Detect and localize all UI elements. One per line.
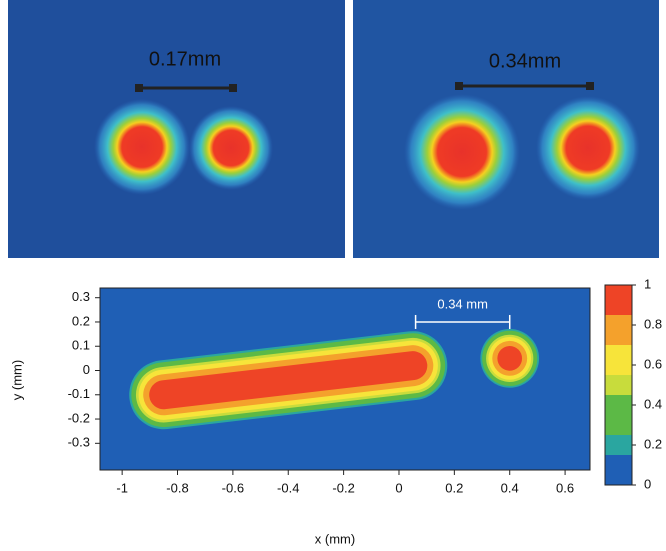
colorbar-band	[605, 455, 632, 485]
y-axis-label: y (mm)	[9, 360, 24, 400]
y-tick-label: 0.1	[72, 338, 90, 353]
y-tick-label: 0.3	[72, 289, 90, 304]
colorbar-tick-label: 0.4	[644, 396, 662, 411]
x-tick-label: -0.2	[332, 480, 354, 495]
photo-panel: 0.34mm	[353, 0, 659, 258]
x-tick-label: 0.2	[445, 480, 463, 495]
annotation-label: 0.34 mm	[437, 296, 488, 311]
colorbar-tick-label: 1	[644, 276, 651, 291]
colorbar-band	[605, 375, 632, 395]
x-tick-label: -0.8	[166, 480, 188, 495]
photo-panel: 0.17mm	[8, 0, 345, 258]
colorbar-tick-label: 0	[644, 476, 651, 491]
colorbar-band	[605, 285, 632, 315]
colorbar-tick-label: 0.6	[644, 356, 662, 371]
figure: 0.17mm 0.34mm x (mm) y (mm) 0.34 mm -1 -0.…	[0, 0, 666, 551]
y-tick-label: -0.1	[68, 386, 90, 401]
scale-label: 0.34mm	[489, 50, 561, 72]
y-tick-label: -0.2	[68, 410, 90, 425]
x-tick-label: -1	[116, 480, 128, 495]
colorbar-tick-label: 0.8	[644, 316, 662, 331]
y-tick-label: -0.3	[68, 435, 90, 450]
x-tick-label: -0.6	[222, 480, 244, 495]
colorbar-band	[605, 395, 632, 435]
y-tick-label: 0	[83, 362, 90, 377]
x-tick-label: 0.4	[501, 480, 519, 495]
colorbar-band	[605, 435, 632, 455]
colorbar-band	[605, 315, 632, 345]
x-tick-label: 0.6	[556, 480, 574, 495]
scale-label: 0.17mm	[149, 48, 221, 70]
y-tick-label: 0.2	[72, 313, 90, 328]
colorbar-tick-label: 0.2	[644, 436, 662, 451]
x-tick-label: 0	[395, 480, 402, 495]
x-tick-label: -0.4	[277, 480, 299, 495]
x-axis-label: x (mm)	[315, 531, 355, 546]
colorbar-band	[605, 345, 632, 375]
